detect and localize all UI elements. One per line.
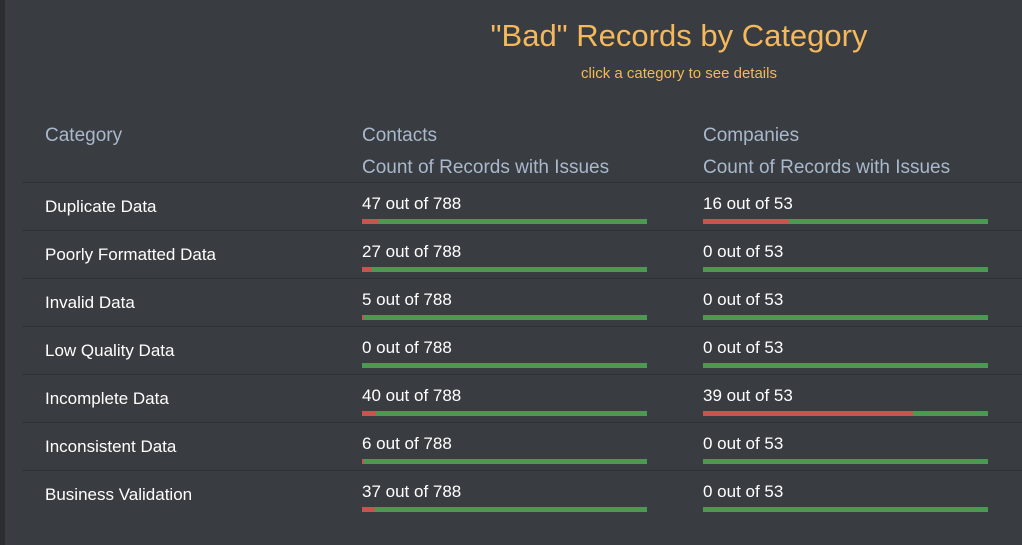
- table-row-low-quality-data[interactable]: Low Quality Data 0 out of 788 0 out of 5…: [22, 327, 1022, 375]
- companies-count: 0 out of 53: [703, 434, 784, 453]
- category-label[interactable]: Poorly Formatted Data: [45, 245, 217, 264]
- contacts-bad-fill: [362, 507, 376, 512]
- companies-progress-bar: [703, 411, 988, 416]
- table-row-duplicate-data[interactable]: Duplicate Data 47 out of 788 16 out of 5…: [22, 183, 1022, 231]
- contacts-cell: 0 out of 788: [362, 338, 647, 368]
- contacts-cell: 47 out of 788: [362, 194, 647, 224]
- table-header: Category Contacts Count of Records with …: [22, 118, 1022, 183]
- contacts-count: 6 out of 788: [362, 434, 452, 453]
- contacts-bad-fill: [362, 411, 377, 416]
- contacts-count: 47 out of 788: [362, 194, 462, 213]
- table-row-poorly-formatted-data[interactable]: Poorly Formatted Data 27 out of 788 0 ou…: [22, 231, 1022, 279]
- companies-progress-bar: [703, 315, 988, 320]
- contacts-progress-bar: [362, 219, 647, 224]
- companies-progress-bar: [703, 363, 988, 368]
- contacts-count: 5 out of 788: [362, 290, 452, 309]
- companies-count: 39 out of 53: [703, 386, 793, 405]
- column-header-contacts: Contacts: [362, 125, 437, 146]
- category-label[interactable]: Invalid Data: [45, 293, 135, 312]
- companies-cell: 39 out of 53: [703, 386, 988, 416]
- contacts-cell: 5 out of 788: [362, 290, 647, 320]
- companies-progress-bar: [703, 459, 988, 464]
- contacts-bad-fill: [362, 459, 365, 464]
- contacts-progress-bar: [362, 459, 647, 464]
- companies-cell: 0 out of 53: [703, 242, 988, 272]
- page-title: "Bad" Records by Category: [490, 18, 868, 53]
- category-label[interactable]: Incomplete Data: [45, 389, 169, 408]
- contacts-bad-fill: [362, 267, 372, 272]
- companies-cell: 0 out of 53: [703, 482, 988, 512]
- companies-progress-bar: [703, 267, 988, 272]
- companies-progress-bar: [703, 507, 988, 512]
- companies-cell: 16 out of 53: [703, 194, 988, 224]
- contacts-cell: 37 out of 788: [362, 482, 647, 512]
- contacts-progress-bar: [362, 507, 647, 512]
- companies-count: 16 out of 53: [703, 194, 793, 213]
- contacts-count: 40 out of 788: [362, 386, 462, 405]
- contacts-cell: 6 out of 788: [362, 434, 647, 464]
- column-header-category: Category: [45, 125, 123, 146]
- contacts-progress-bar: [362, 267, 647, 272]
- contacts-count: 0 out of 788: [362, 338, 452, 357]
- contacts-bad-fill: [362, 219, 379, 224]
- companies-cell: 0 out of 53: [703, 290, 988, 320]
- bad-records-table: Category Contacts Count of Records with …: [22, 118, 1022, 518]
- category-label[interactable]: Duplicate Data: [45, 197, 157, 216]
- contacts-bad-fill: [362, 315, 364, 320]
- companies-bad-fill: [703, 411, 913, 416]
- page-subtitle: click a category to see details: [581, 65, 777, 82]
- contacts-count: 27 out of 788: [362, 242, 462, 261]
- companies-count: 0 out of 53: [703, 242, 784, 261]
- category-label[interactable]: Low Quality Data: [45, 341, 175, 360]
- contacts-cell: 27 out of 788: [362, 242, 647, 272]
- contacts-progress-bar: [362, 411, 647, 416]
- category-label[interactable]: Business Validation: [45, 485, 193, 504]
- column-subheader-companies: Count of Records with Issues: [703, 157, 951, 178]
- column-header-companies: Companies: [703, 125, 800, 146]
- table-row-business-validation[interactable]: Business Validation 37 out of 788 0 out …: [22, 471, 1022, 518]
- table-body: Duplicate Data 47 out of 788 16 out of 5…: [22, 183, 1022, 518]
- companies-count: 0 out of 53: [703, 482, 784, 501]
- table-row-inconsistent-data[interactable]: Inconsistent Data 6 out of 788 0 out of …: [22, 423, 1022, 471]
- table-row-invalid-data[interactable]: Invalid Data 5 out of 788 0 out of 53: [22, 279, 1022, 327]
- companies-cell: 0 out of 53: [703, 434, 988, 464]
- companies-count: 0 out of 53: [703, 290, 784, 309]
- category-label[interactable]: Inconsistent Data: [45, 437, 177, 456]
- companies-cell: 0 out of 53: [703, 338, 988, 368]
- companies-bad-fill: [703, 219, 790, 224]
- contacts-progress-bar: [362, 315, 647, 320]
- left-border-strip: [0, 0, 5, 545]
- contacts-progress-bar: [362, 363, 647, 368]
- companies-progress-bar: [703, 219, 988, 224]
- column-subheader-contacts: Count of Records with Issues: [362, 157, 610, 178]
- contacts-count: 37 out of 788: [362, 482, 462, 501]
- companies-count: 0 out of 53: [703, 338, 784, 357]
- contacts-cell: 40 out of 788: [362, 386, 647, 416]
- table-row-incomplete-data[interactable]: Incomplete Data 40 out of 788 39 out of …: [22, 375, 1022, 423]
